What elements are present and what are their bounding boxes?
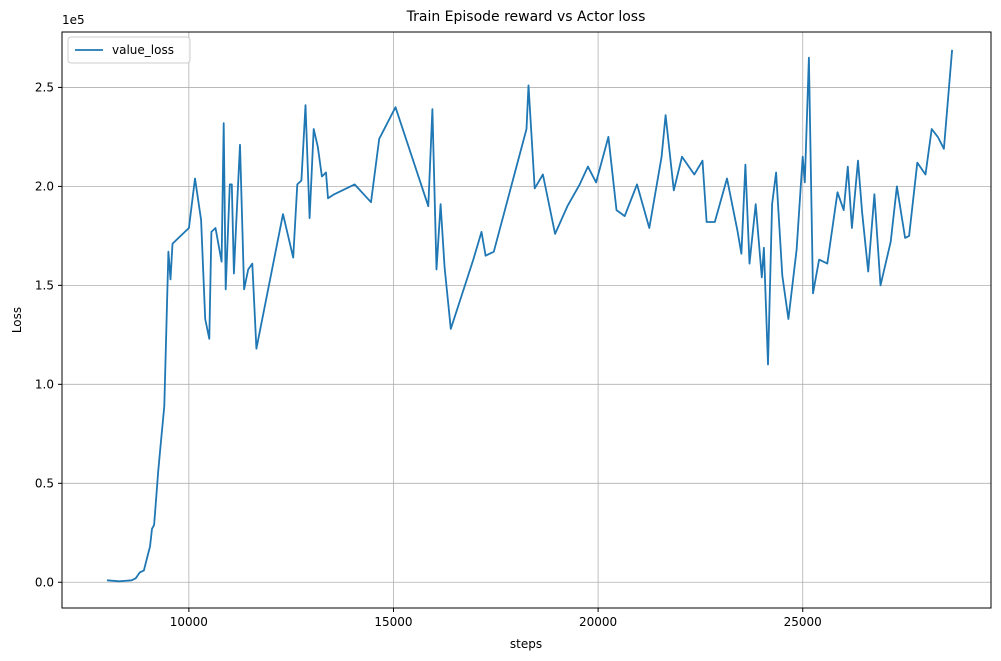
y-axis-scale-label: 1e5 xyxy=(62,13,85,27)
y-tick-label: 0.5 xyxy=(35,476,54,490)
x-tick-label: 25000 xyxy=(784,615,822,629)
x-tick-label: 20000 xyxy=(579,615,617,629)
y-tick-label: 0.0 xyxy=(35,575,54,589)
y-tick-label: 1.0 xyxy=(35,377,54,391)
series-line-value-loss xyxy=(106,49,953,583)
x-axis-label: steps xyxy=(510,637,542,651)
x-axis-ticks: 10000 15000 20000 25000 xyxy=(170,608,822,629)
y-axis-ticks: 0.0 0.5 1.0 1.5 2.0 2.5 xyxy=(35,80,62,589)
legend: value_loss xyxy=(67,36,191,64)
x-tick-label: 10000 xyxy=(170,615,208,629)
chart-title: Train Episode reward vs Actor loss xyxy=(406,9,646,25)
series-layer xyxy=(106,49,953,583)
y-tick-label: 1.5 xyxy=(35,278,54,292)
plot-frame xyxy=(61,31,992,609)
grid-layer xyxy=(62,32,991,608)
legend-box xyxy=(67,36,191,64)
x-tick-label: 15000 xyxy=(374,615,412,629)
y-tick-label: 2.5 xyxy=(35,80,54,94)
y-axis-label: Loss xyxy=(10,307,24,333)
legend-label-value-loss: value_loss xyxy=(112,43,174,57)
y-tick-label: 2.0 xyxy=(35,179,54,193)
